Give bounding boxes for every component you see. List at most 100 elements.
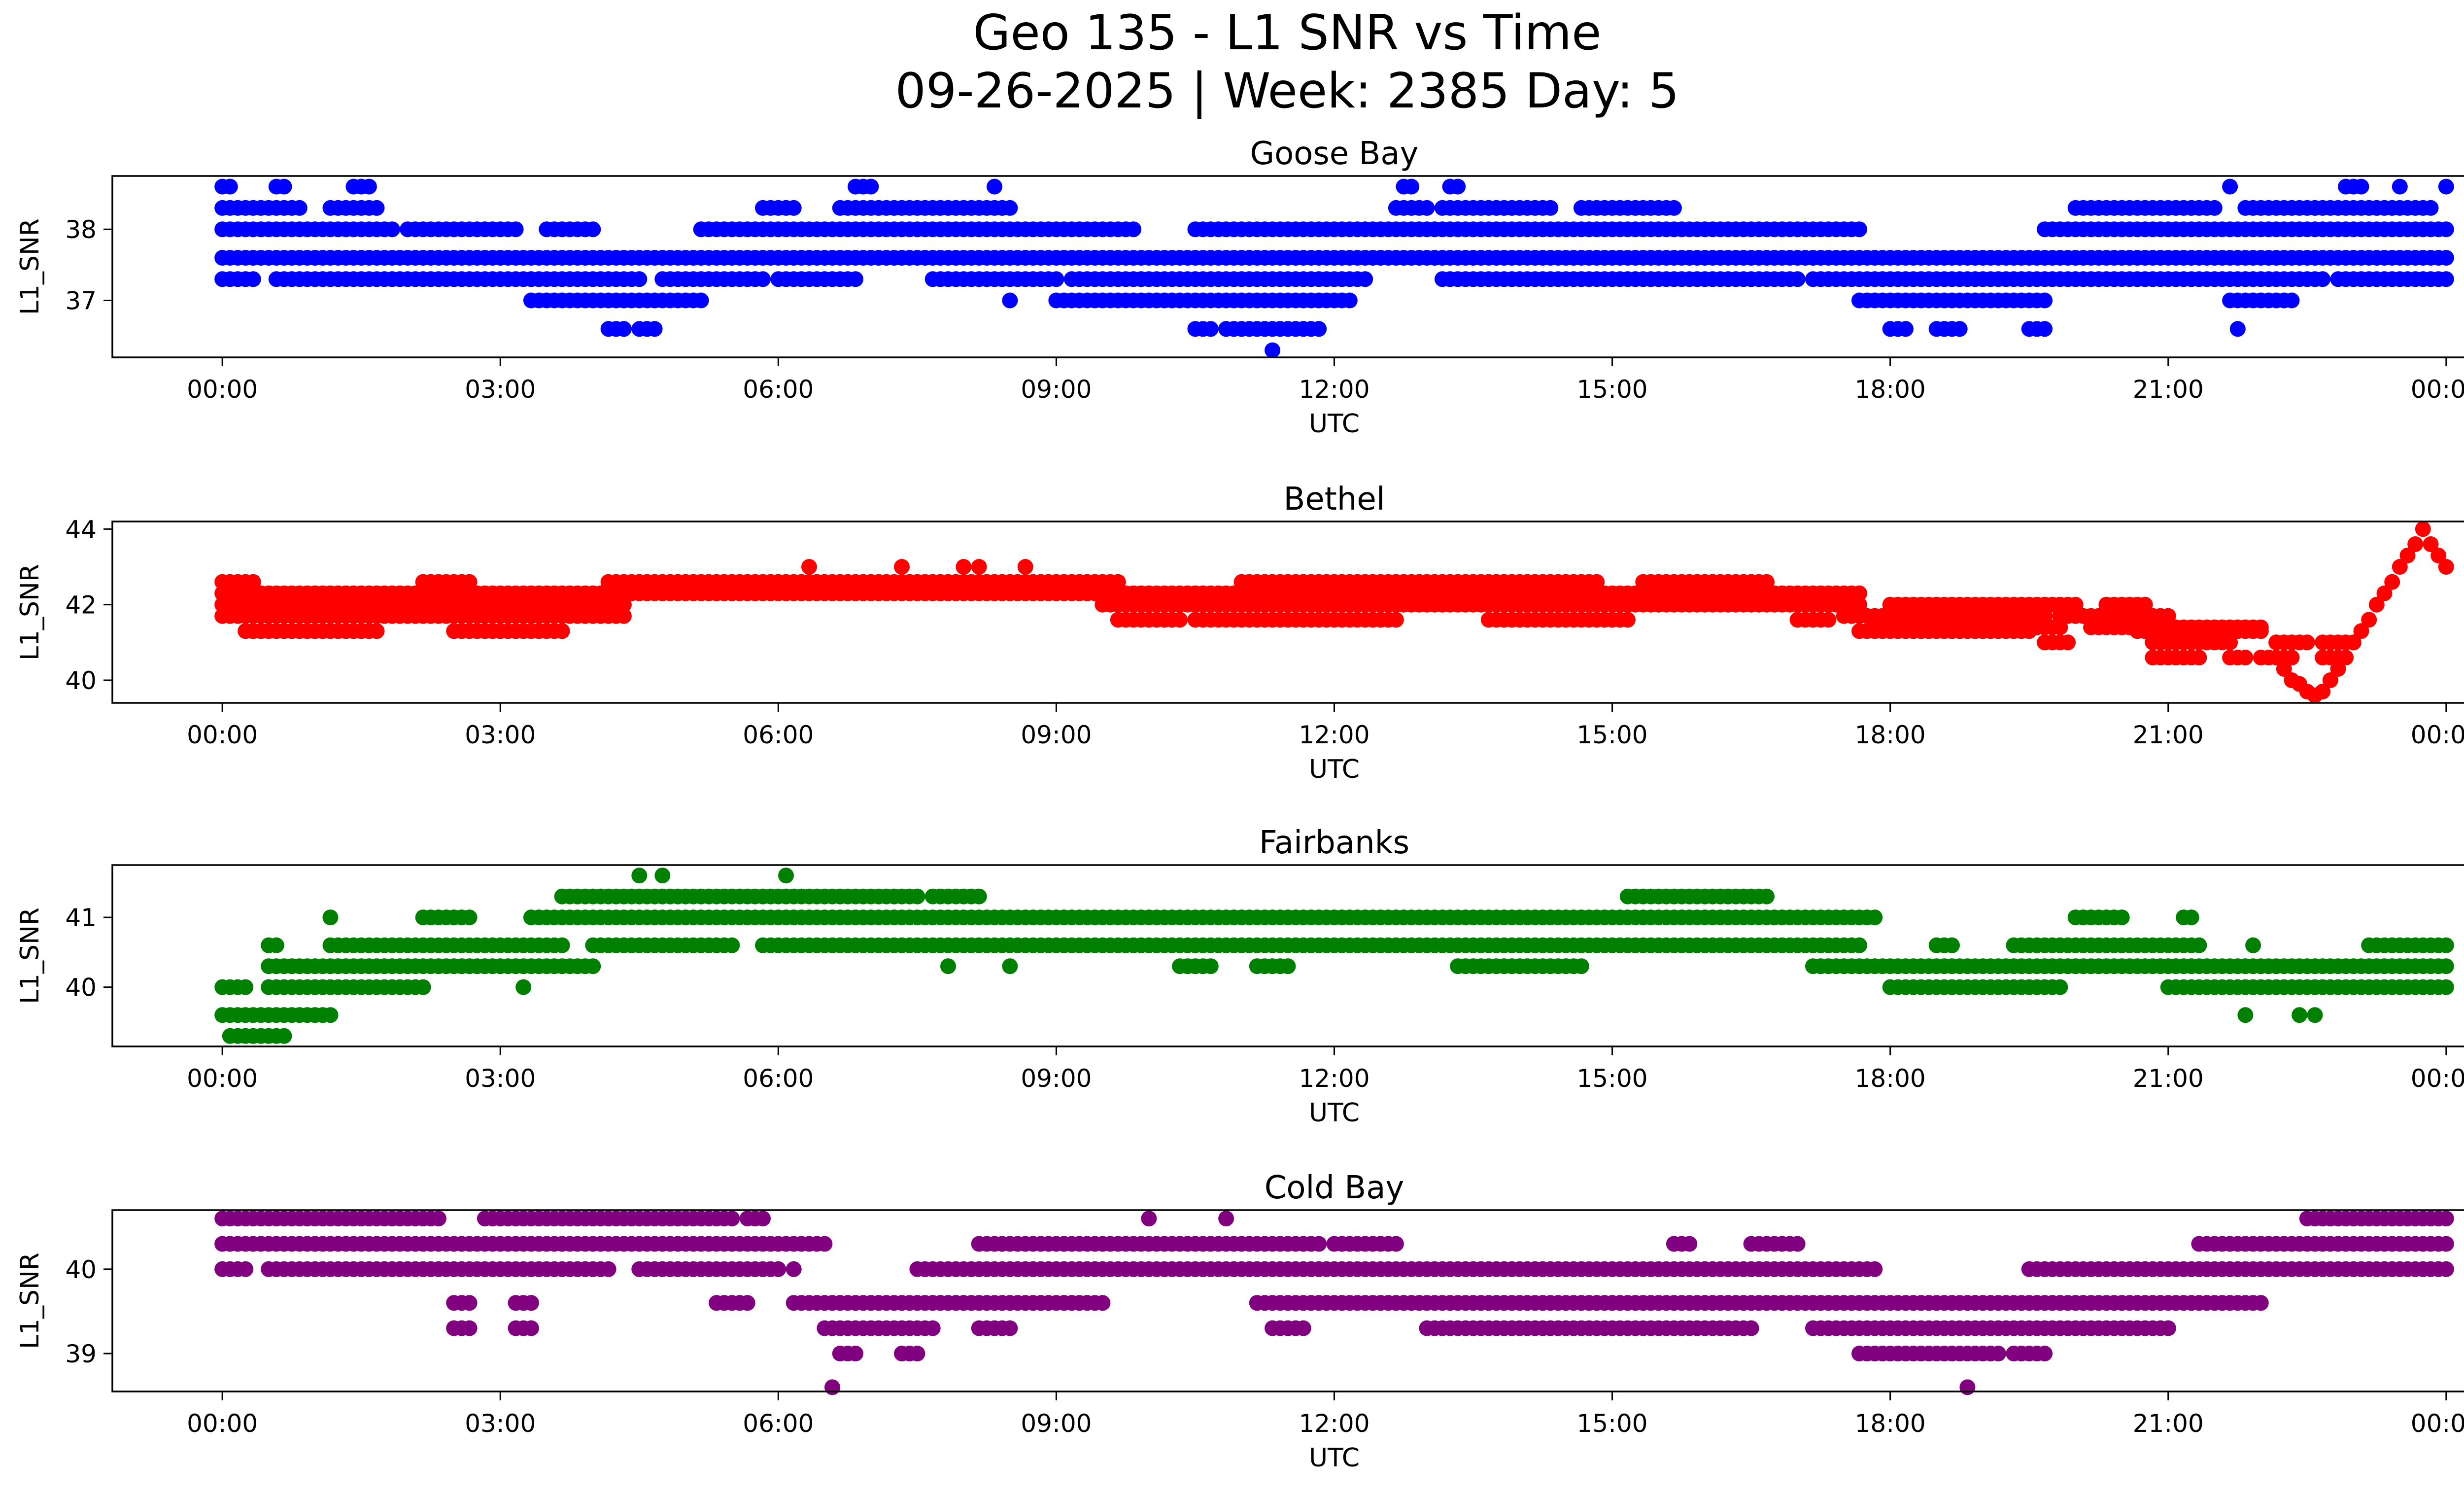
data-point: [2315, 271, 2331, 287]
data-point: [817, 1236, 833, 1252]
subplot-bethel: Bethel 00:00 03:00 06:00 09:00 12:00 15:00 18:0…: [15, 481, 2464, 784]
data-point: [222, 178, 238, 195]
y-tick-label: 38: [65, 215, 97, 244]
data-point: [1357, 271, 1373, 287]
data-point: [724, 1211, 740, 1227]
data-point: [1095, 1295, 1111, 1311]
data-point: [2330, 661, 2346, 677]
data-point: [2322, 672, 2338, 688]
data-point: [1311, 1236, 1327, 1252]
data-point: [461, 1320, 478, 1336]
data-point: [2392, 559, 2408, 575]
data-point: [1959, 1379, 1976, 1395]
data-point: [1017, 559, 1033, 575]
data-point: [322, 909, 339, 926]
data-point: [654, 868, 671, 884]
x-tick-label: 06:00: [743, 721, 814, 749]
data-point: [1141, 1211, 1157, 1227]
data-point: [2067, 596, 2084, 613]
x-tick-label: 15:00: [1577, 1409, 1648, 1438]
figure-title-line-2: 09-26-2025 | Week: 2385 Day: 5: [895, 63, 1679, 119]
data-point: [369, 200, 385, 216]
data-point: [554, 623, 570, 639]
data-point: [909, 1346, 925, 1361]
scatter-points: [214, 868, 2454, 1044]
x-tick-label: 00:00: [187, 1064, 258, 1093]
x-tick-label: 18:00: [1855, 1064, 1926, 1093]
panel-title: Fairbanks: [1259, 825, 1409, 861]
scatter-points: [214, 178, 2454, 358]
data-point: [2438, 1261, 2454, 1277]
y-tick-label: 40: [65, 973, 97, 1002]
data-point: [1126, 221, 1142, 238]
data-point: [2438, 271, 2454, 287]
x-tick-label: 00:00: [187, 375, 258, 404]
data-point: [1759, 574, 1775, 590]
data-point: [755, 1211, 771, 1227]
data-point: [369, 623, 385, 639]
data-point: [1280, 958, 1296, 974]
data-point: [585, 958, 601, 974]
data-point: [1403, 178, 1420, 195]
data-point: [1851, 937, 1867, 953]
data-point: [693, 292, 709, 309]
data-point: [2114, 909, 2130, 926]
data-point: [600, 1261, 616, 1277]
data-point: [245, 574, 261, 590]
data-point: [1789, 271, 1806, 287]
data-point: [2384, 574, 2400, 590]
data-point: [2222, 178, 2238, 195]
data-point: [2060, 634, 2076, 651]
x-tick-label: 12:00: [1299, 721, 1369, 749]
data-point: [2222, 634, 2238, 651]
data-point: [1202, 958, 1219, 974]
data-point: [2237, 1007, 2254, 1023]
data-point: [2191, 650, 2207, 665]
data-point: [1589, 574, 1605, 590]
panel-title: Cold Bay: [1265, 1170, 1404, 1206]
data-point: [2438, 250, 2454, 266]
data-point: [2137, 596, 2153, 613]
data-point: [971, 888, 987, 904]
data-point: [739, 1295, 755, 1311]
data-point: [1789, 1236, 1806, 1252]
x-tick-label: 09:00: [1021, 375, 1092, 404]
data-point: [2037, 321, 2053, 337]
data-point: [1295, 1320, 1311, 1336]
data-point: [2438, 1211, 2454, 1227]
x-tick-label: 03:00: [465, 1064, 536, 1093]
x-tick-label: 12:00: [1299, 375, 1369, 404]
x-tick-label: 12:00: [1299, 1064, 1369, 1093]
data-point: [2253, 1295, 2269, 1311]
data-point: [2276, 661, 2292, 677]
y-axis-label: L1_SNR: [15, 564, 45, 661]
data-point: [2299, 634, 2315, 651]
x-tick-label: 00:00: [2411, 1409, 2464, 1438]
data-point: [924, 1320, 941, 1336]
data-point: [1867, 909, 1883, 926]
data-point: [585, 221, 601, 238]
data-point: [2206, 200, 2223, 216]
data-point: [1820, 612, 1837, 628]
y-tick-label: 40: [65, 1255, 97, 1284]
x-tick-label: 21:00: [2133, 721, 2204, 749]
data-point: [1172, 612, 1188, 628]
data-point: [1851, 585, 1867, 601]
data-point: [1944, 937, 1960, 953]
x-tick-label: 00:00: [187, 1409, 258, 1438]
data-point: [631, 271, 648, 287]
data-point: [238, 979, 254, 995]
y-tick-label: 40: [65, 666, 97, 695]
panel-title: Goose Bay: [1250, 136, 1419, 172]
data-point: [2376, 585, 2393, 601]
data-point: [2237, 650, 2254, 665]
data-point: [2392, 178, 2408, 195]
data-point: [2415, 521, 2431, 537]
data-point: [1341, 292, 1358, 309]
y-axis-label: L1_SNR: [15, 1252, 45, 1349]
data-point: [2052, 619, 2068, 635]
y-tick-label: 39: [65, 1340, 97, 1368]
data-point: [2353, 623, 2369, 639]
data-point: [1851, 596, 1867, 613]
data-point: [616, 596, 632, 613]
